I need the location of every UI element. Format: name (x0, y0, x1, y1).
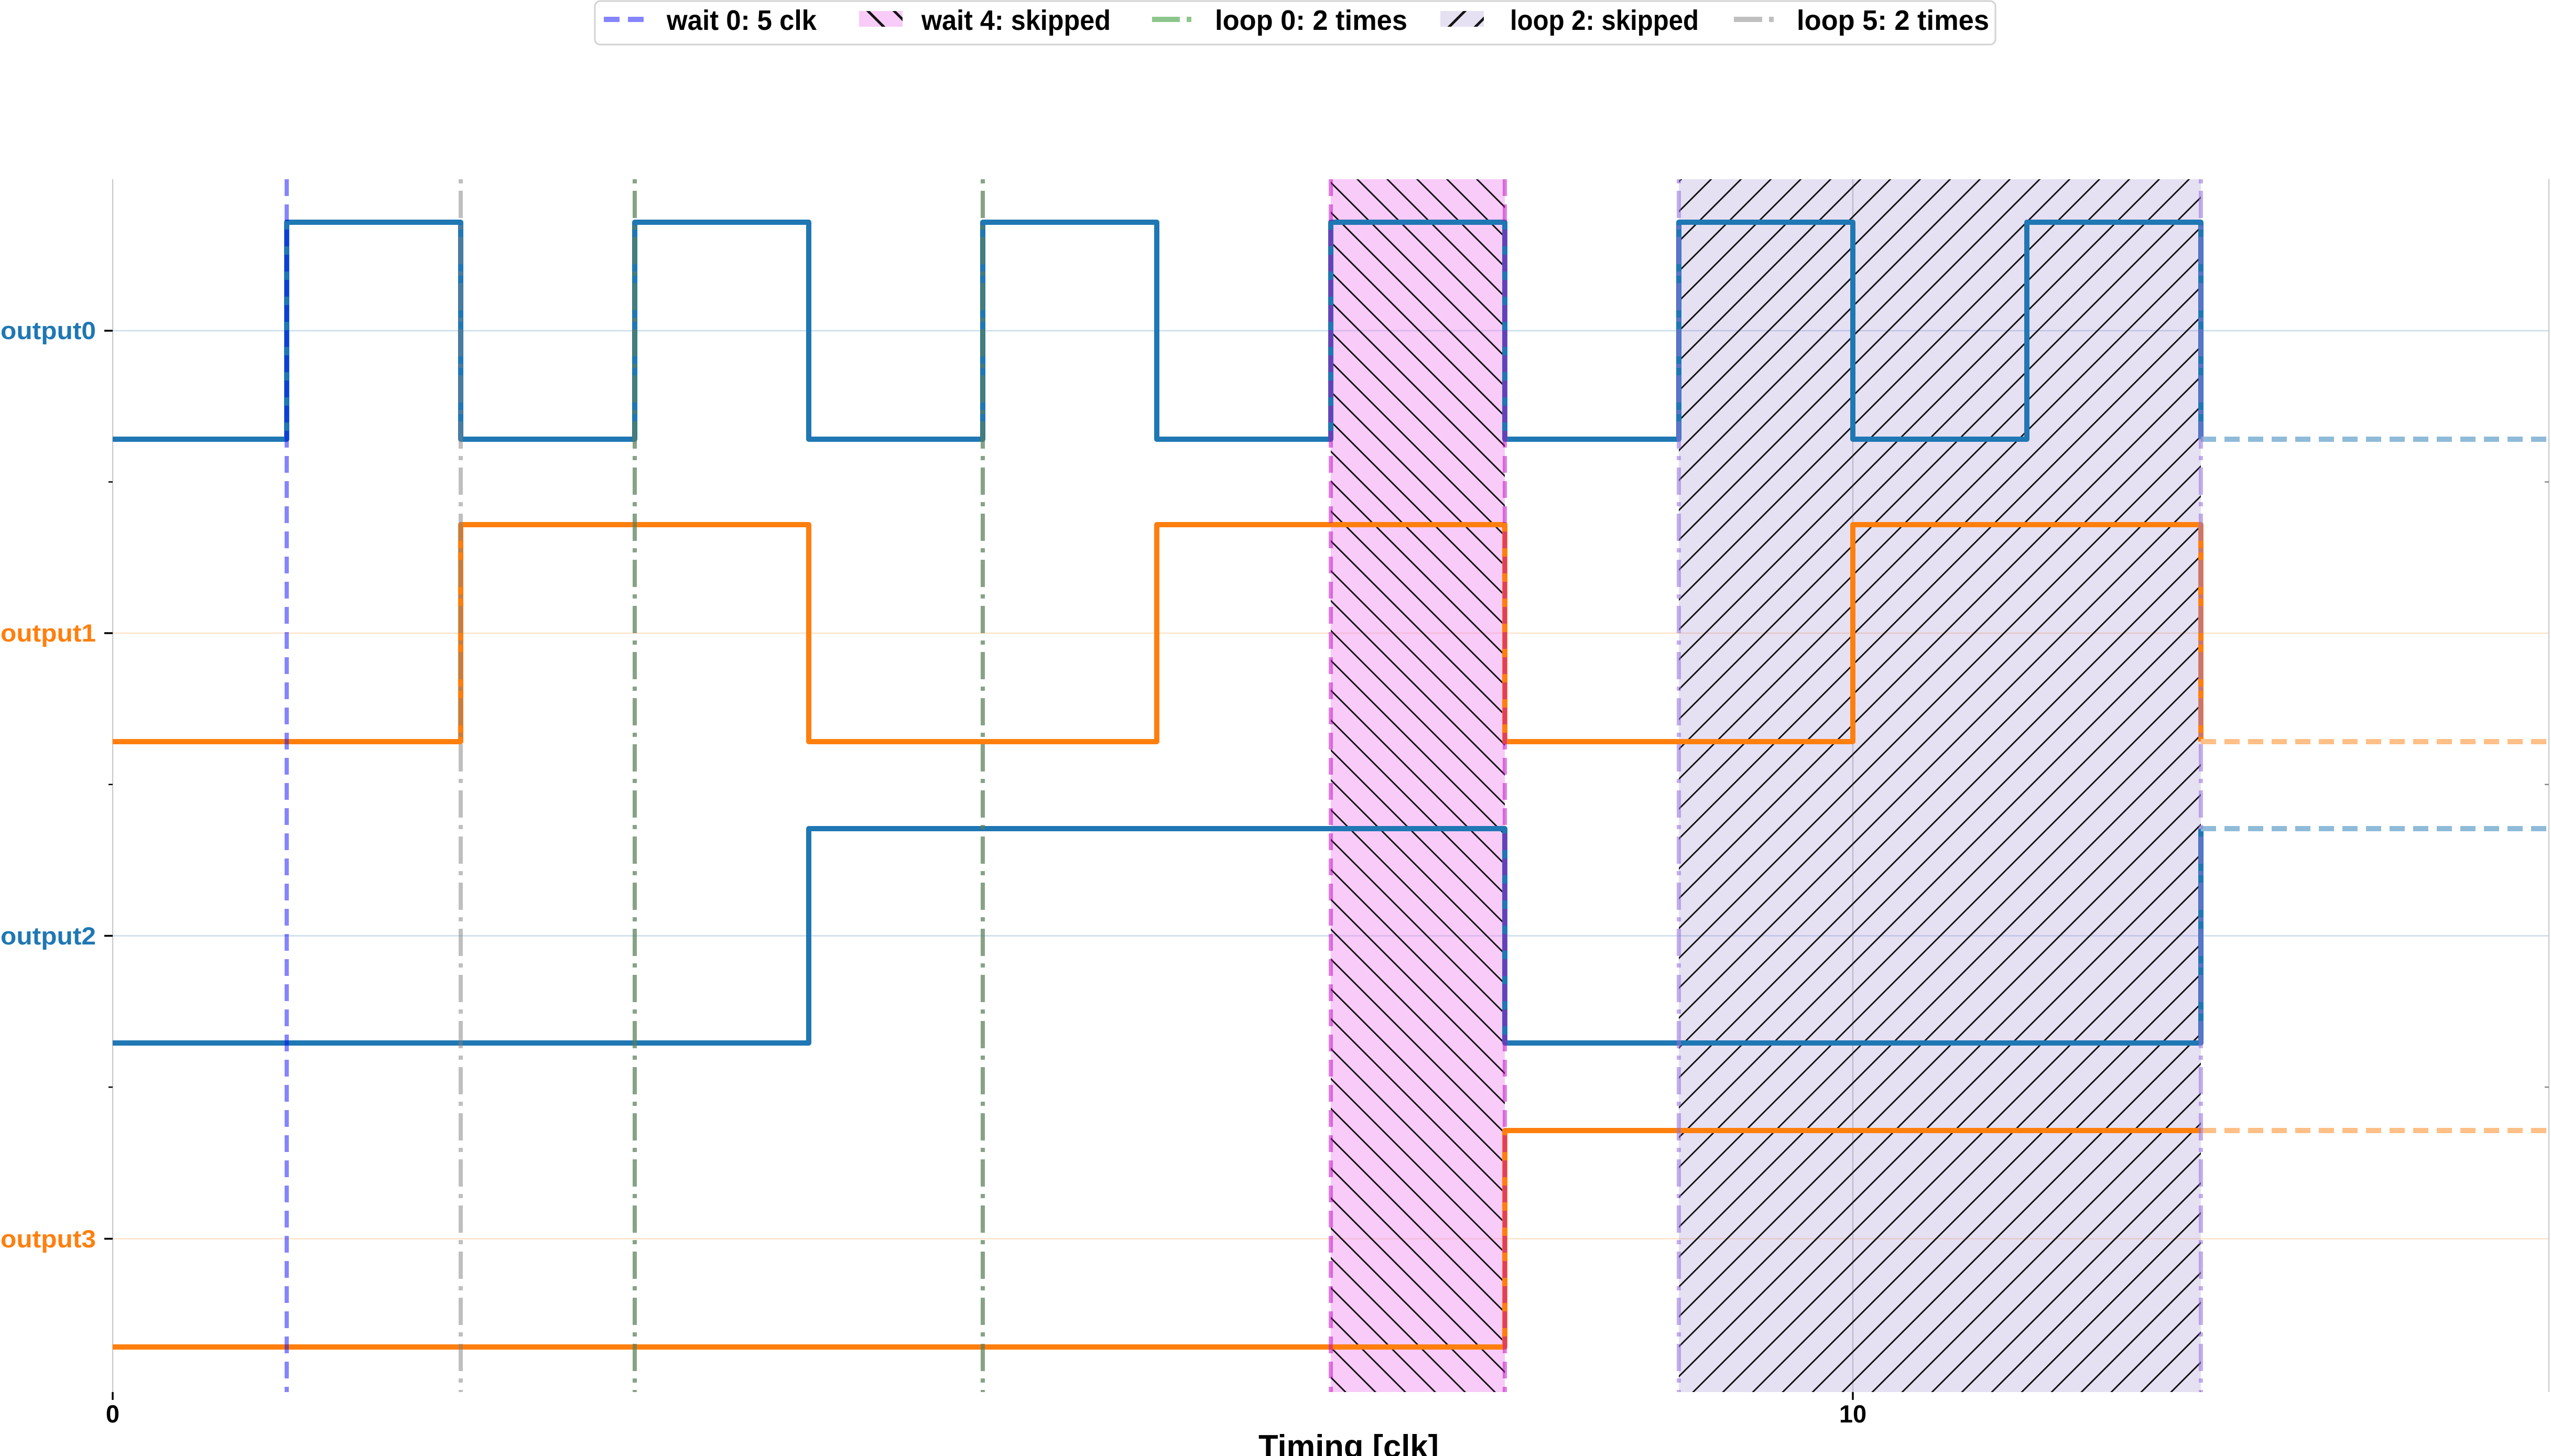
svg-text:wait 4: skipped: wait 4: skipped (921, 5, 1111, 36)
svg-text:10: 10 (1839, 1400, 1866, 1428)
svg-text:0: 0 (106, 1400, 120, 1428)
svg-text:loop 5: 2 times: loop 5: 2 times (1797, 5, 1989, 36)
svg-text:output1: output1 (1, 619, 96, 647)
svg-text:loop 0: 2 times: loop 0: 2 times (1215, 5, 1407, 36)
svg-text:loop 2: skipped: loop 2: skipped (1510, 5, 1699, 36)
svg-text:wait 0: 5 clk: wait 0: 5 clk (666, 5, 817, 36)
svg-text:output2: output2 (1, 922, 96, 950)
svg-text:output3: output3 (1, 1225, 96, 1253)
svg-text:Timing [clk]: Timing [clk] (1258, 1429, 1439, 1456)
svg-text:output0: output0 (1, 317, 96, 344)
